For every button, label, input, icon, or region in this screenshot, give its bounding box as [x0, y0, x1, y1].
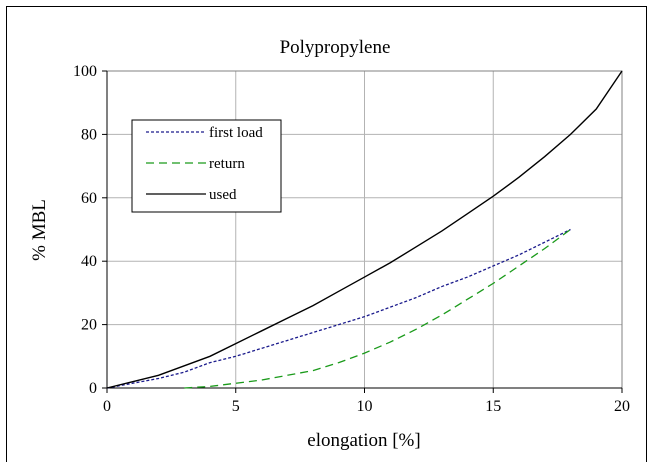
series-line-used: [106, 70, 623, 389]
legend-box: [131, 119, 282, 213]
y-tick-label: 80: [81, 126, 97, 143]
y-axis-title: % MBL: [29, 199, 50, 261]
legend-label: return: [209, 156, 245, 172]
y-tick-label: 0: [89, 380, 97, 397]
x-tick-label: 15: [485, 398, 501, 415]
x-tick-label: 0: [103, 398, 111, 415]
x-tick-label: 5: [232, 398, 240, 415]
series-group: [106, 70, 623, 389]
x-tick-label: 10: [357, 398, 373, 415]
y-tick-label: 40: [81, 253, 97, 270]
series-line-return: [184, 228, 571, 389]
y-tick-label: 100: [73, 63, 97, 80]
x-axis-title: elongation [%]: [307, 430, 420, 451]
legend-label: first load: [209, 125, 263, 141]
y-tick-label: 20: [81, 317, 97, 334]
series-line-first-load: [106, 228, 571, 389]
tick-marks-and-labels: 0 20 40 60 80 100 0 5 10 15 20: [73, 63, 630, 415]
y-tick-label: 60: [81, 190, 97, 207]
legend-label: used: [209, 187, 237, 203]
figure-border: [6, 6, 647, 462]
x-tick-label: 20: [614, 398, 630, 415]
legend: first load return used: [131, 119, 282, 213]
chart-title: Polypropylene: [280, 37, 391, 58]
